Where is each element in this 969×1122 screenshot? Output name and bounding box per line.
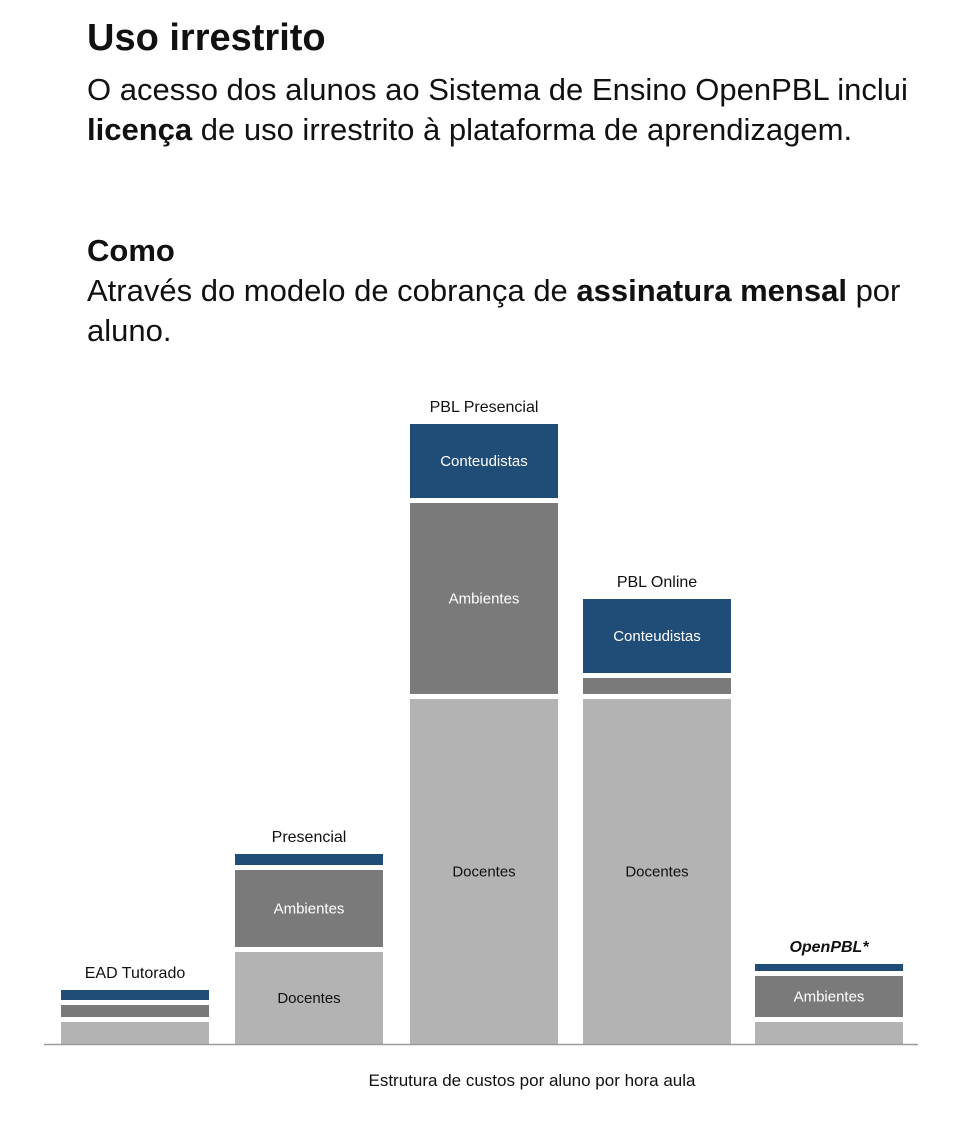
intro-text-bold: licença	[87, 112, 193, 147]
segment-label-conteudistas-3: Conteudistas	[613, 628, 701, 645]
como-text-part1: Através do modelo de cobrança de	[87, 273, 577, 308]
cost-structure-chart: EAD Tutorado Docentes Ambientes Presencial D…	[44, 399, 918, 1090]
intro-paragraph: O acesso dos alunos ao Sistema de Ensino…	[87, 70, 947, 150]
bar-segment-ambientes-2	[410, 503, 558, 694]
bar-segment-docentes-0	[61, 1022, 209, 1044]
bar-segment-conteudistas-1	[235, 854, 383, 865]
bar-segment-docentes-1	[235, 952, 383, 1044]
bar-segment-conteudistas-4	[755, 964, 903, 971]
x-axis-label: Estrutura de custos por aluno por hora a…	[369, 1071, 697, 1090]
segment-label-docentes-2: Docentes	[452, 864, 515, 881]
category-label-2: PBL Presencial	[430, 399, 539, 416]
segment-label-docentes-1: Docentes	[277, 990, 340, 1007]
segment-label-docentes-3: Docentes	[625, 864, 688, 881]
segment-label-ambientes-1: Ambientes	[274, 901, 345, 918]
bar-segment-ambientes-1	[235, 870, 383, 947]
bar-segment-conteudistas-3	[583, 599, 731, 673]
segment-label-conteudistas-2: Conteudistas	[440, 453, 528, 470]
bar-segment-docentes-4	[755, 1022, 903, 1044]
bar-segment-conteudistas-0	[61, 990, 209, 1000]
page-title: Uso irrestrito	[87, 17, 326, 59]
intro-text-part1: O acesso dos alunos ao Sistema de Ensino…	[87, 72, 908, 107]
como-text-bold: assinatura mensal	[576, 273, 847, 308]
category-label-1: Presencial	[272, 829, 347, 846]
segment-label-ambientes-4: Ambientes	[794, 989, 865, 1006]
bar-segment-ambientes-4	[755, 976, 903, 1017]
category-label-4: OpenPBL*	[789, 939, 869, 956]
bar-segment-ambientes-0	[61, 1005, 209, 1017]
section-title-como: Como	[87, 233, 175, 268]
category-label-0: EAD Tutorado	[85, 965, 186, 982]
intro-text-part2: de uso irrestrito à plataforma de aprend…	[192, 112, 853, 147]
bar-segment-docentes-3	[583, 699, 731, 1044]
segment-label-ambientes-2: Ambientes	[449, 591, 520, 608]
bar-segment-docentes-2	[410, 699, 558, 1044]
como-paragraph: Através do modelo de cobrança de assinat…	[87, 271, 947, 351]
category-label-3: PBL Online	[617, 574, 697, 591]
como-text-part2: por aluno.	[87, 273, 901, 348]
bar-segment-ambientes-3	[583, 678, 731, 694]
bar-segment-conteudistas-2	[410, 424, 558, 498]
